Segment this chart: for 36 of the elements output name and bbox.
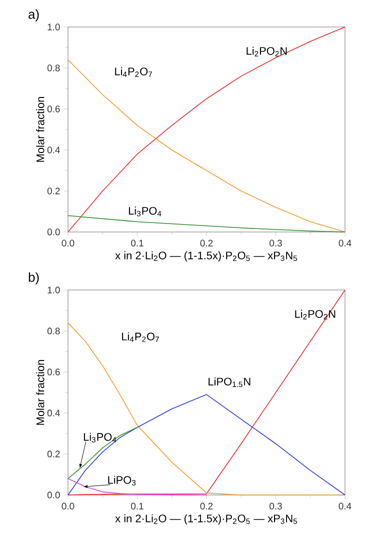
- series-label: LiPO$_{1.5}$N: [208, 377, 250, 388]
- x-tick-label: 0.1: [131, 502, 144, 510]
- chart-title: b): [28, 272, 39, 284]
- x-tick-label: 0.4: [338, 502, 352, 510]
- x-tick-label: 0.0: [62, 240, 74, 246]
- text: x in 2·Li$_{2}$O — (1-1.5x)·P$_{2}$O$_{5}$ — xP$_{3}$N$_{5}$: [115, 514, 298, 525]
- y-tick-label: 0.2: [47, 188, 60, 194]
- y-tick-label: 0.0: [47, 228, 60, 236]
- series-label: Li$_{4}$P$_{2}$O$_{7}$: [115, 67, 152, 77]
- y-tick-label: 1.0: [48, 24, 60, 30]
- legend-label: LiPO$_{3}$: [108, 476, 136, 486]
- x-tick-label: 0.0: [62, 502, 74, 510]
- series-label: Li$_{3}$PO$_{4}$: [128, 206, 162, 216]
- series-label: Li$_{2}$PO$_{2}$N: [246, 46, 287, 56]
- y-tick-label: 0.4: [47, 146, 60, 154]
- text: Li$_{4}$P$_{2}$O$_{7}$: [122, 332, 159, 342]
- y-tick-label: 0.6: [47, 106, 60, 112]
- y-tick-label: 1.0: [48, 286, 60, 294]
- y-tick-label: 0.4: [47, 410, 60, 416]
- y-tick-label: 0.0: [47, 492, 60, 498]
- y-tick-label: 0.6: [47, 368, 60, 376]
- x-tick-label: 0.1: [131, 240, 144, 246]
- x-tick-label: 0.3: [270, 502, 282, 510]
- chart-title: a): [28, 9, 39, 22]
- line-series: [68, 26, 346, 232]
- x-tick-label: 0.3: [270, 240, 282, 246]
- y-axis-title: Molar fraction: [36, 360, 44, 425]
- y-tick-label: 0.8: [47, 64, 60, 72]
- x-tick-label: 0.4: [338, 240, 352, 246]
- x-tick-label: 0.2: [200, 502, 213, 510]
- x-tick-label: 0.2: [200, 240, 213, 246]
- text: x in 2·Li$_{2}$O — (1-1.5x)·P$_{2}$O$_{5}$ — xP$_{3}$N$_{5}$: [115, 251, 298, 262]
- line-series: [68, 394, 346, 496]
- y-tick-label: 0.2: [47, 450, 60, 458]
- y-tick-label: 0.8: [47, 328, 60, 334]
- y-axis-title: Molar fraction: [36, 97, 44, 162]
